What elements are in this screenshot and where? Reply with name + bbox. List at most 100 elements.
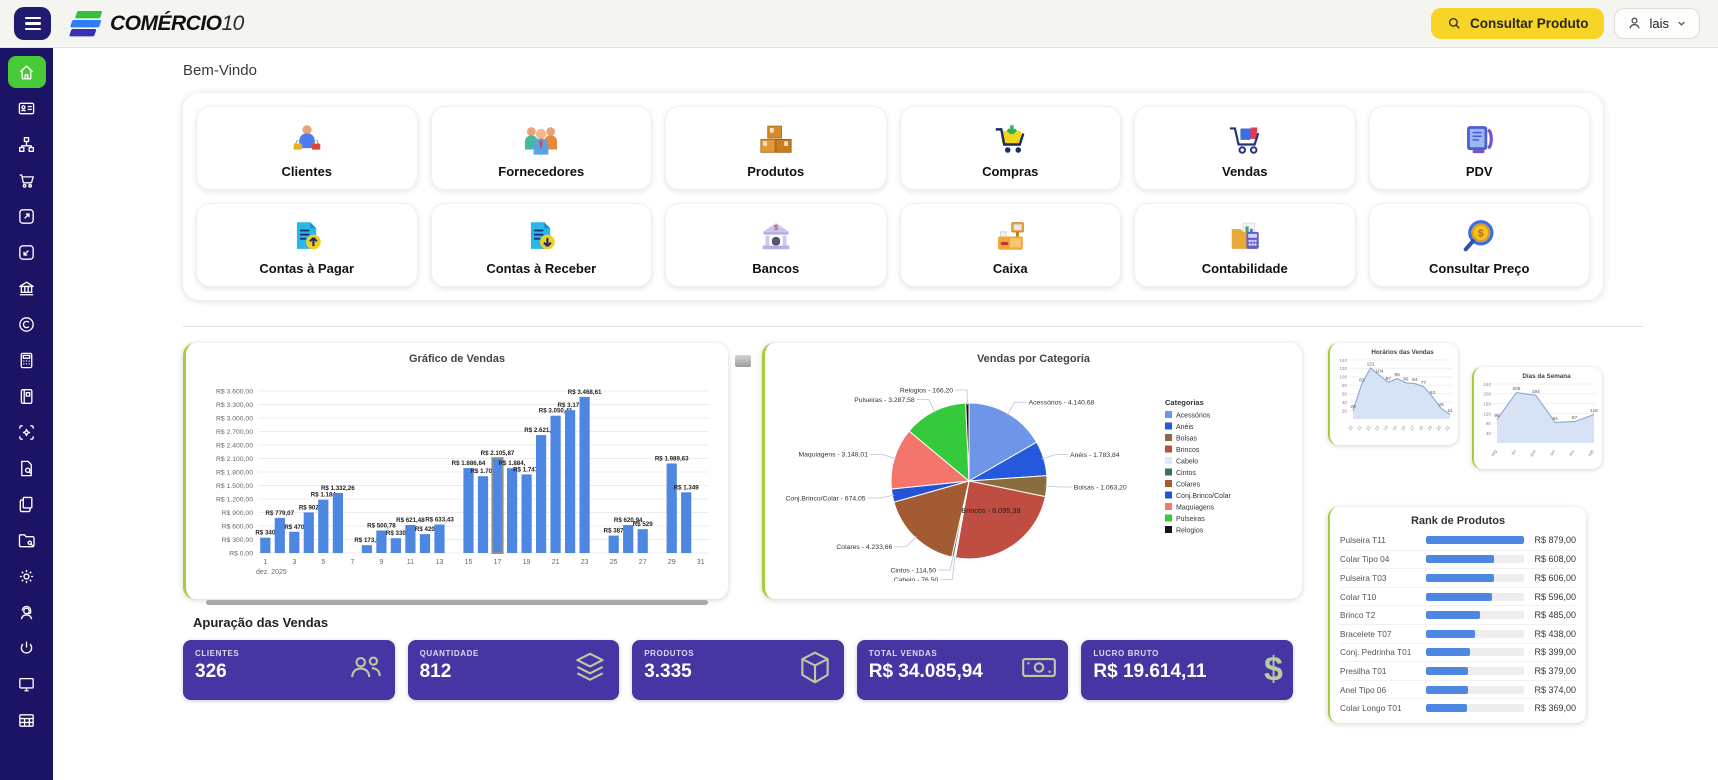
rank-product-value: R$ 399,00 xyxy=(1534,647,1576,658)
bar-day-6[interactable] xyxy=(332,493,343,553)
bar-day-30[interactable] xyxy=(681,492,692,553)
svg-text:R$ 779,07: R$ 779,07 xyxy=(266,510,295,517)
bar-day-11[interactable] xyxy=(405,525,416,553)
fornecedores-icon xyxy=(525,126,558,155)
bar-day-17[interactable] xyxy=(491,457,504,554)
sidebar-item-notebook[interactable] xyxy=(8,380,46,412)
legend-item-Cabelo[interactable]: Cabelo xyxy=(1165,457,1198,466)
shortcut-card-pdv[interactable]: PDV xyxy=(1368,106,1590,190)
bar-day-9[interactable] xyxy=(376,530,387,554)
category-pie-chart-canvas[interactable]: Acessórios - 4.140,68 Anéis - 1.783,84 Bol… xyxy=(773,367,1295,584)
bar-day-18[interactable] xyxy=(507,468,518,553)
sidebar-item-copyright[interactable] xyxy=(8,308,46,340)
bar-day-25[interactable] xyxy=(608,535,619,553)
shortcut-card-fornecedores[interactable]: Fornecedores xyxy=(430,106,652,190)
rank-row: Brinco T2 R$ 485,00 xyxy=(1340,605,1576,624)
shortcut-card-compras[interactable]: Compras xyxy=(899,106,1121,190)
shortcut-card-produtos[interactable]: Produtos xyxy=(665,106,887,190)
bar-day-2[interactable] xyxy=(274,517,285,553)
sidebar-item-bank[interactable] xyxy=(8,272,46,304)
bar-day-21[interactable] xyxy=(550,415,561,553)
bar-day-20[interactable] xyxy=(536,435,547,553)
sidebar-item-power[interactable] xyxy=(8,632,46,664)
rank-product-value: R$ 879,00 xyxy=(1534,535,1576,546)
weekday-sales-area-chart[interactable]: Dias da Semana 40 80 120 160 200 240 96 205 194 84… xyxy=(1476,369,1600,467)
shortcut-card-clientes[interactable]: Clientes xyxy=(196,106,418,190)
legend-item-Cintos[interactable]: Cintos xyxy=(1165,468,1196,478)
compras-icon xyxy=(996,124,1025,153)
shortcut-card-contas-receber[interactable]: Contas à Receber xyxy=(430,203,652,287)
bar-day-12[interactable] xyxy=(419,534,431,553)
rank-product-name: Conj. Pedrinha T01 xyxy=(1340,647,1412,658)
sidebar-item-gear[interactable] xyxy=(8,560,46,592)
svg-text:31: 31 xyxy=(697,559,705,566)
legend-item-Relogios[interactable]: Relogios xyxy=(1165,526,1204,535)
legend-item-Conj.Brinco/Colar[interactable]: Conj.Brinco/Colar xyxy=(1165,491,1232,501)
legend-item-Colares[interactable]: Colares xyxy=(1165,480,1201,489)
sidebar-item-calculator[interactable] xyxy=(8,344,46,376)
sidebar-item-cart[interactable] xyxy=(8,164,46,196)
consultar-produto-button[interactable]: Consultar Produto xyxy=(1430,8,1605,39)
shortcut-card-bancos[interactable]: $ Bancos xyxy=(665,203,887,287)
legend-item-Bolsas[interactable]: Bolsas xyxy=(1165,434,1198,443)
sidebar-item-home[interactable] xyxy=(7,56,46,88)
rank-product-name: Colar Longo T01 xyxy=(1340,703,1402,714)
split-drag-handle[interactable] xyxy=(735,355,751,367)
legend-item-Brincos[interactable]: Brincos xyxy=(1165,445,1200,455)
bar-day-16[interactable] xyxy=(477,476,489,553)
bar-day-27[interactable] xyxy=(637,529,648,553)
shortcut-card-contas-pagar[interactable]: Contas à Pagar xyxy=(196,203,418,287)
svg-text:Conj.Brinco/Colar: Conj.Brinco/Colar xyxy=(1176,493,1232,500)
bar-day-3[interactable] xyxy=(289,531,300,553)
sidebar-item-copy[interactable] xyxy=(8,488,46,520)
bar-day-5[interactable] xyxy=(318,499,329,553)
bar-day-26[interactable] xyxy=(623,525,634,553)
sidebar-item-arrow-out[interactable] xyxy=(8,200,46,232)
bar-day-8[interactable] xyxy=(361,545,372,553)
shortcut-card-vendas[interactable]: Vendas xyxy=(1134,106,1356,190)
sidebar-item-scan[interactable] xyxy=(8,416,46,448)
bar-day-29[interactable] xyxy=(666,463,677,554)
hourly-sales-area-chart[interactable]: Horários das Vendas204060801001201402083… xyxy=(1332,345,1456,443)
sidebar-item-arrow-in[interactable] xyxy=(8,236,46,268)
support-icon xyxy=(20,605,33,619)
pie-slice-Brincos[interactable] xyxy=(954,480,1046,560)
stat-value: R$ 19.614,11 xyxy=(1093,661,1207,682)
svg-text:80: 80 xyxy=(1486,421,1492,426)
svg-text:Relogios - 166,20: Relogios - 166,20 xyxy=(900,387,953,394)
legend-item-Anéis[interactable]: Anéis xyxy=(1165,422,1194,432)
svg-text:200: 200 xyxy=(1483,392,1491,397)
shortcut-card-contabilidade[interactable]: Contabilidade xyxy=(1134,203,1356,287)
sales-bar-chart-canvas[interactable]: R$ 0,00 R$ 300,00 R$ 600,00 R$ 900,00 R$ 1.2… xyxy=(194,367,716,593)
svg-text:Conj.Brinco/Colar - 674,05: Conj.Brinco/Colar - 674,05 xyxy=(786,495,866,502)
bar-day-13[interactable] xyxy=(434,524,445,554)
bar-day-19[interactable] xyxy=(521,474,532,553)
hamburger-menu-icon[interactable] xyxy=(14,7,51,40)
legend-item-Acessórios[interactable]: Acessórios xyxy=(1165,411,1211,420)
stat-value: 326 xyxy=(195,661,227,682)
sidebar-item-support[interactable] xyxy=(8,596,46,628)
shortcut-card-consultar-preco[interactable]: $ Consultar Preço xyxy=(1368,203,1590,287)
svg-text:R$ 620,94: R$ 620,94 xyxy=(614,517,643,524)
notebook-icon xyxy=(20,388,33,404)
sidebar-item-monitor[interactable] xyxy=(8,668,46,700)
bar-day-10[interactable] xyxy=(390,538,401,553)
sidebar-item-id-card[interactable] xyxy=(8,92,46,124)
bar-day-4[interactable] xyxy=(303,512,314,553)
svg-text:Brincos - 6.095,39: Brincos - 6.095,39 xyxy=(961,506,1020,515)
bar-day-23[interactable] xyxy=(579,396,590,553)
contas-pagar-icon xyxy=(296,221,321,249)
sidebar-item-table[interactable] xyxy=(8,704,46,736)
bar-day-15[interactable] xyxy=(463,468,474,553)
sidebar-item-document-search[interactable] xyxy=(8,452,46,484)
sidebar-item-sitemap[interactable] xyxy=(8,128,46,160)
bar-day-22[interactable] xyxy=(565,410,576,553)
legend-item-Maquiagens[interactable]: Maquiagens xyxy=(1165,503,1215,512)
bar-chart-scrollbar[interactable] xyxy=(206,600,708,605)
user-menu[interactable]: lais xyxy=(1614,8,1700,39)
shortcut-card-caixa[interactable]: Caixa xyxy=(899,203,1121,287)
bar-day-1[interactable] xyxy=(260,537,271,553)
svg-text:Acessórios - 4.140,68: Acessórios - 4.140,68 xyxy=(1029,400,1095,407)
legend-item-Pulseiras[interactable]: Pulseiras xyxy=(1165,514,1205,524)
sidebar-item-folder-wrench[interactable] xyxy=(8,524,46,556)
